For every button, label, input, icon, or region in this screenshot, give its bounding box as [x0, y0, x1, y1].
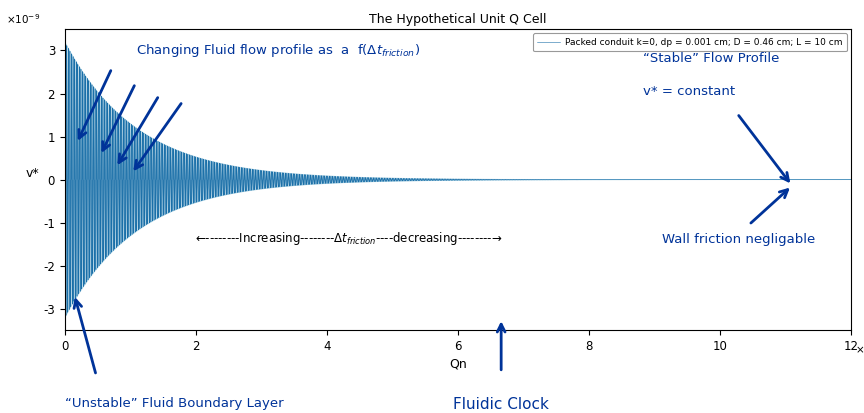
- Packed conduit k=0, dp = 0.001 cm; D = 0.46 cm; L = 10 cm: [846, 177, 856, 182]
- Packed conduit k=0, dp = 0.001 cm; D = 0.46 cm; L = 10 cm: [60, 40, 70, 45]
- Title: The Hypothetical Unit Q Cell: The Hypothetical Unit Q Cell: [369, 13, 547, 26]
- Legend: Packed conduit k=0, dp = 0.001 cm; D = 0.46 cm; L = 10 cm: Packed conduit k=0, dp = 0.001 cm; D = 0…: [533, 33, 847, 52]
- Text: $\times 10^{4}$: $\times 10^{4}$: [855, 342, 864, 356]
- Packed conduit k=0, dp = 0.001 cm; D = 0.46 cm; L = 10 cm: [60, 177, 70, 182]
- Text: Fluidic Clock: Fluidic Clock: [454, 397, 550, 412]
- Packed conduit k=0, dp = 0.001 cm; D = 0.46 cm; L = 10 cm: [643, 177, 653, 182]
- Packed conduit k=0, dp = 0.001 cm; D = 0.46 cm; L = 10 cm: [361, 177, 372, 182]
- Y-axis label: v*: v*: [25, 167, 39, 180]
- Text: v* = constant: v* = constant: [643, 85, 734, 98]
- Packed conduit k=0, dp = 0.001 cm; D = 0.46 cm; L = 10 cm: [486, 177, 497, 182]
- X-axis label: Qn: Qn: [449, 357, 467, 370]
- Packed conduit k=0, dp = 0.001 cm; D = 0.46 cm; L = 10 cm: [60, 313, 71, 318]
- Text: ←--------Increasing--------$\Delta t_{friction}$----decreasing--------→: ←--------Increasing--------$\Delta t_{fr…: [194, 230, 502, 247]
- Packed conduit k=0, dp = 0.001 cm; D = 0.46 cm; L = 10 cm: [249, 168, 259, 173]
- Packed conduit k=0, dp = 0.001 cm; D = 0.46 cm; L = 10 cm: [533, 177, 543, 182]
- Packed conduit k=0, dp = 0.001 cm; D = 0.46 cm; L = 10 cm: [113, 173, 124, 178]
- Text: $\times 10^{-9}$: $\times 10^{-9}$: [6, 12, 40, 26]
- Line: Packed conduit k=0, dp = 0.001 cm; D = 0.46 cm; L = 10 cm: Packed conduit k=0, dp = 0.001 cm; D = 0…: [65, 43, 851, 315]
- Text: “Unstable” Fluid Boundary Layer: “Unstable” Fluid Boundary Layer: [65, 397, 283, 410]
- Text: “Stable” Flow Profile: “Stable” Flow Profile: [643, 52, 779, 65]
- Text: Wall friction negligable: Wall friction negligable: [663, 233, 816, 246]
- Text: Changing Fluid flow profile as  a  f($\Delta t_{friction}$): Changing Fluid flow profile as a f($\Del…: [136, 42, 420, 59]
